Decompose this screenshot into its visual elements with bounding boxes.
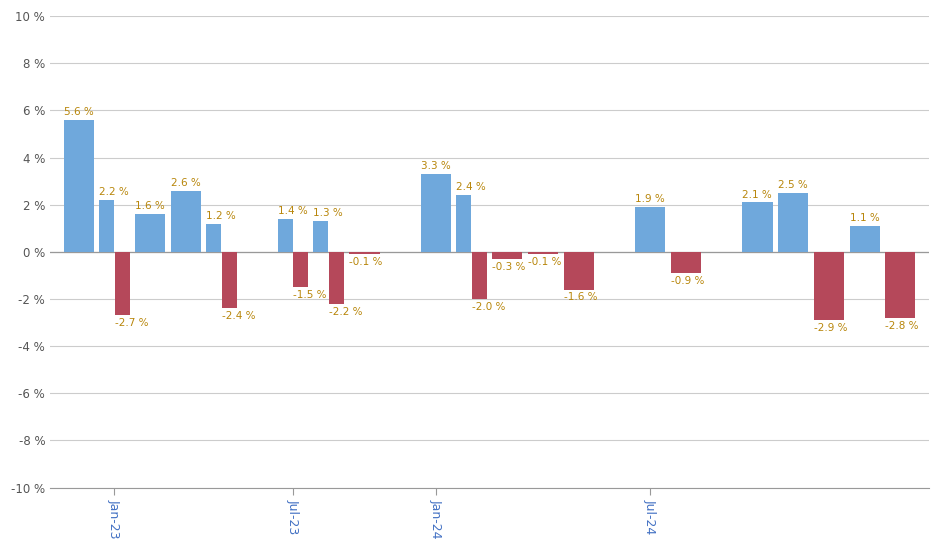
Text: -0.9 %: -0.9 % (671, 276, 704, 286)
Bar (850, 226, 880, 252)
Text: 1.2 %: 1.2 % (206, 211, 236, 221)
Bar (277, 219, 292, 252)
Text: -2.9 %: -2.9 % (814, 323, 847, 333)
Text: 1.3 %: 1.3 % (313, 208, 343, 218)
Bar (421, 174, 451, 252)
Bar (778, 193, 808, 252)
Text: -0.3 %: -0.3 % (493, 262, 525, 272)
Bar (206, 223, 221, 252)
Text: 1.1 %: 1.1 % (850, 213, 879, 223)
Bar (313, 221, 328, 252)
Text: 1.6 %: 1.6 % (135, 201, 164, 211)
Bar (350, 252, 380, 254)
Bar (115, 252, 130, 316)
Text: 3.3 %: 3.3 % (421, 161, 450, 171)
Bar (493, 252, 523, 259)
Text: -1.5 %: -1.5 % (293, 290, 327, 300)
Text: 2.2 %: 2.2 % (99, 187, 129, 197)
Bar (885, 252, 916, 318)
Text: -2.7 %: -2.7 % (115, 318, 149, 328)
Text: 1.4 %: 1.4 % (277, 206, 307, 216)
Bar (814, 252, 844, 320)
Text: -2.4 %: -2.4 % (222, 311, 256, 321)
Text: 2.4 %: 2.4 % (456, 183, 486, 192)
Bar (99, 200, 114, 252)
Bar (222, 252, 237, 309)
Bar (293, 252, 308, 287)
Text: -0.1 %: -0.1 % (528, 257, 561, 267)
Text: -2.8 %: -2.8 % (885, 321, 918, 331)
Bar (329, 252, 344, 304)
Text: 2.6 %: 2.6 % (171, 178, 200, 188)
Bar (64, 120, 94, 252)
Bar (743, 202, 773, 252)
Text: 2.1 %: 2.1 % (743, 190, 772, 200)
Text: 1.9 %: 1.9 % (635, 194, 665, 204)
Bar (472, 252, 487, 299)
Bar (528, 252, 558, 254)
Text: -0.1 %: -0.1 % (350, 257, 383, 267)
Text: 5.6 %: 5.6 % (64, 107, 93, 117)
Text: -2.0 %: -2.0 % (472, 302, 506, 312)
Bar (171, 190, 201, 252)
Bar (564, 252, 594, 289)
Text: -1.6 %: -1.6 % (564, 293, 597, 303)
Bar (135, 214, 165, 252)
Text: -2.2 %: -2.2 % (329, 306, 363, 317)
Bar (456, 195, 471, 252)
Bar (671, 252, 701, 273)
Bar (635, 207, 666, 252)
Text: 2.5 %: 2.5 % (778, 180, 807, 190)
